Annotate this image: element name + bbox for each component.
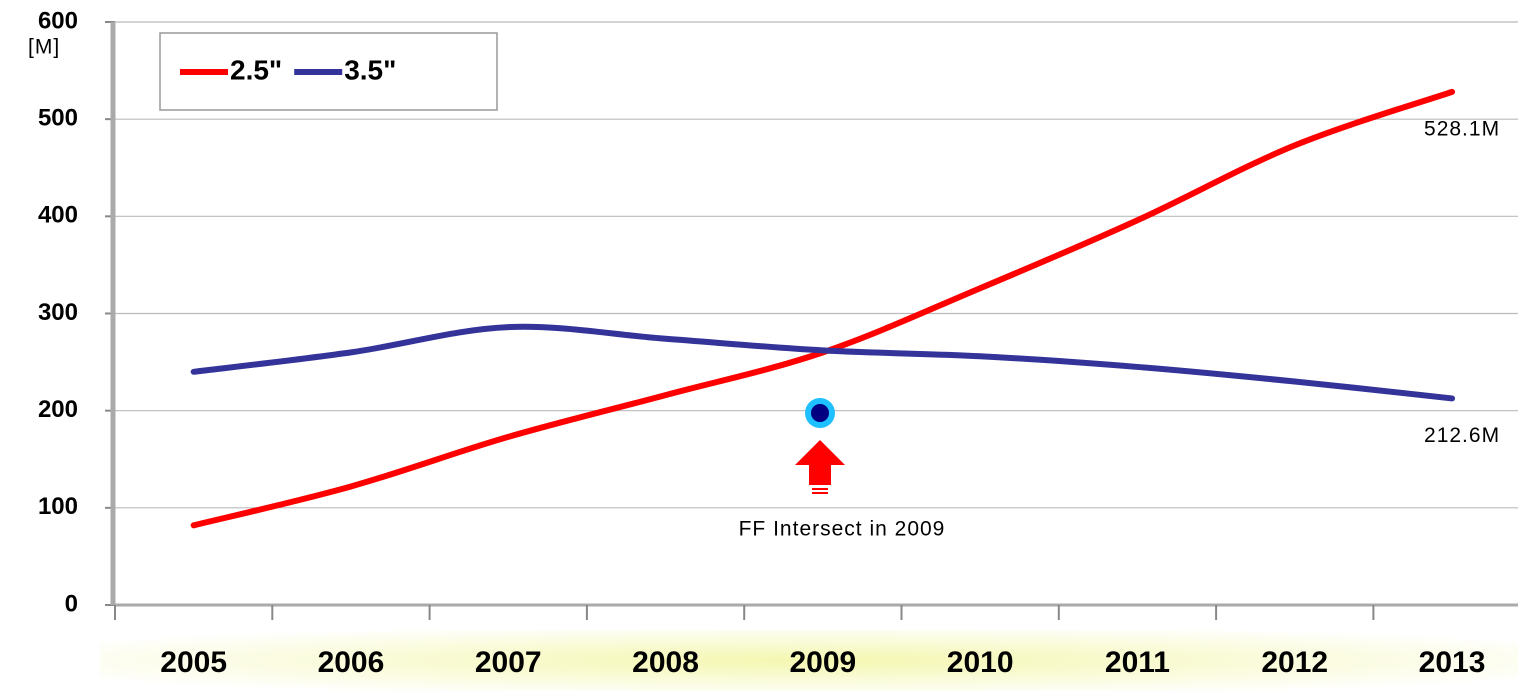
x-tick-label: 2008 [632,646,699,679]
x-tick-label: 2007 [475,646,542,679]
unit-label: [M] [28,36,60,59]
x-tick-label: 2011 [1105,646,1170,679]
label-band [100,630,1518,691]
y-tick-label: 300 [38,299,78,326]
data-label: 528.1M [1424,117,1500,140]
y-tick-label: 200 [38,396,78,423]
series-line [190,323,1456,402]
x-tick-label: 2013 [1419,646,1486,679]
y-tick-label: 0 [65,590,78,617]
x-tick-label: 2006 [318,646,385,679]
x-tick-label: 2012 [1261,646,1328,679]
x-tick-label: 2005 [160,646,227,679]
y-tick-label: 400 [38,202,78,229]
annotation: FF Intersect in 2009 [739,518,946,541]
legend-label: 3.5" [344,54,396,85]
legend-label: 2.5" [230,54,282,85]
x-tick-label: 2009 [789,646,856,679]
arrow [795,440,845,485]
intersect-marker-core [811,404,829,422]
y-tick-label: 100 [38,493,78,520]
data-label: 212.6M [1424,424,1500,447]
y-tick-label: 500 [38,105,78,132]
y-tick-label: 600 [38,7,78,34]
x-tick-label: 2010 [947,646,1014,679]
